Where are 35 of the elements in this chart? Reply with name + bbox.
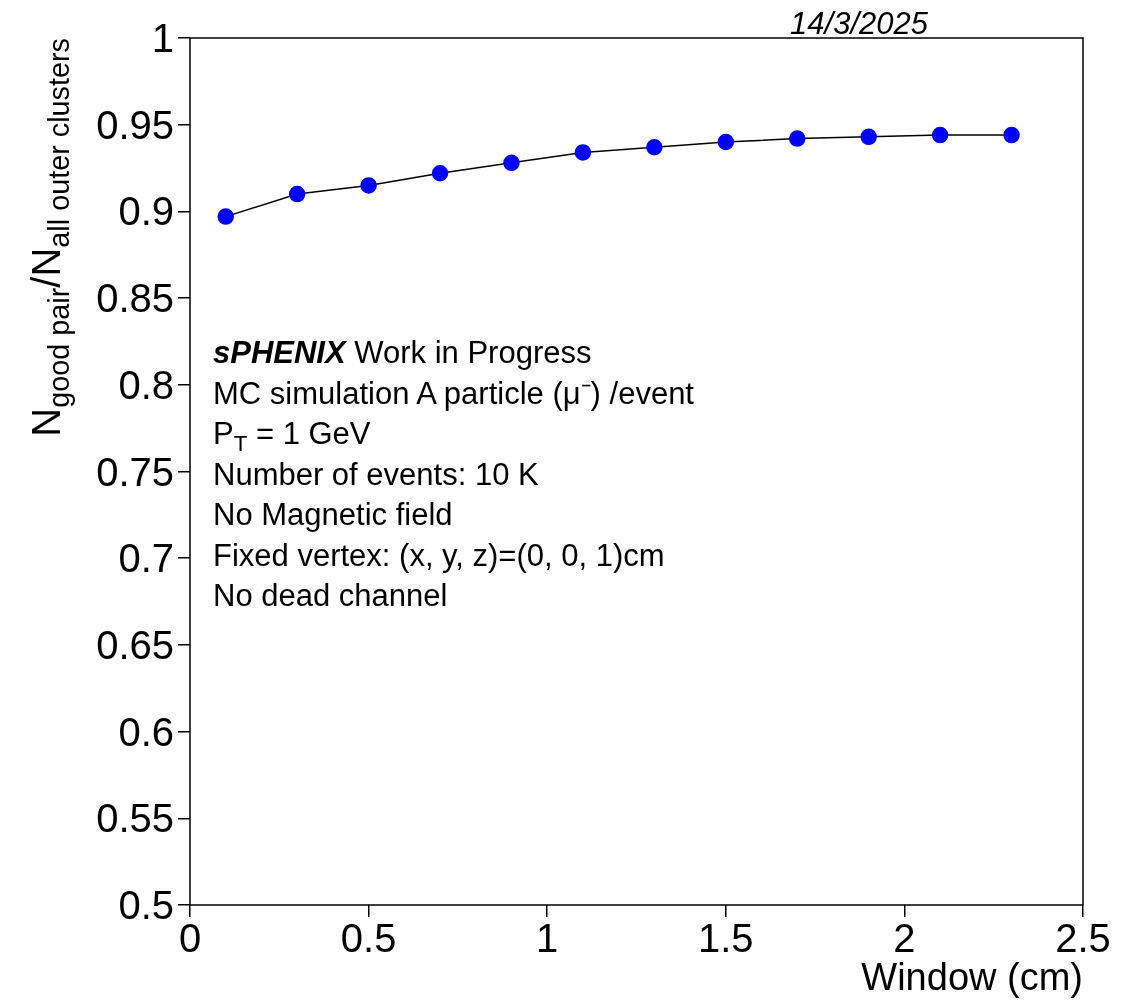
point: [574, 144, 592, 161]
y-tick-label: 0.6: [118, 709, 174, 754]
annotation: No dead channel: [213, 578, 448, 613]
point: [503, 154, 520, 172]
y-tick-label: 0.85: [96, 276, 174, 321]
point: [288, 185, 306, 203]
y-tick-label: 0.75: [96, 449, 174, 494]
x-tick-label: 0: [178, 916, 202, 961]
annotation: MC simulation A particle (μ⁻) /event: [213, 375, 694, 411]
annotation: No Magnetic field: [213, 497, 453, 532]
y-tick-label: 0.55: [96, 796, 174, 841]
annotation: Number of events: 10 K: [213, 456, 539, 492]
x-tick-label: 1: [536, 916, 559, 961]
y-tick-label: 0.7: [118, 536, 174, 581]
point: [431, 165, 449, 182]
point: [217, 208, 234, 225]
annotation: sPHENIX Work in Progress: [213, 335, 592, 370]
y-tick-label: 0.65: [96, 622, 174, 667]
y-tick-label: 0.95: [96, 102, 174, 147]
point: [788, 130, 806, 147]
point: [931, 126, 949, 144]
y-tick-label: 0.9: [118, 189, 174, 234]
annotation: 14/3/2025: [790, 6, 928, 41]
annotation: P$_{T}$ = 1 GeV: [213, 416, 371, 457]
point: [646, 138, 663, 156]
point: [360, 177, 377, 194]
annotation: Fixed vertex: (x, y, z)=(0, 0, 1)cm: [213, 537, 665, 573]
y-tick-label: 0.5: [118, 883, 174, 927]
point: [860, 128, 877, 146]
x-tick-label: 0.5: [340, 916, 397, 961]
point: [717, 133, 735, 151]
y-tick-label: 0.8: [118, 362, 174, 407]
y-tick-label: 1: [151, 16, 174, 60]
x-tick-label: 1.5: [698, 916, 754, 961]
point: [1003, 126, 1020, 144]
